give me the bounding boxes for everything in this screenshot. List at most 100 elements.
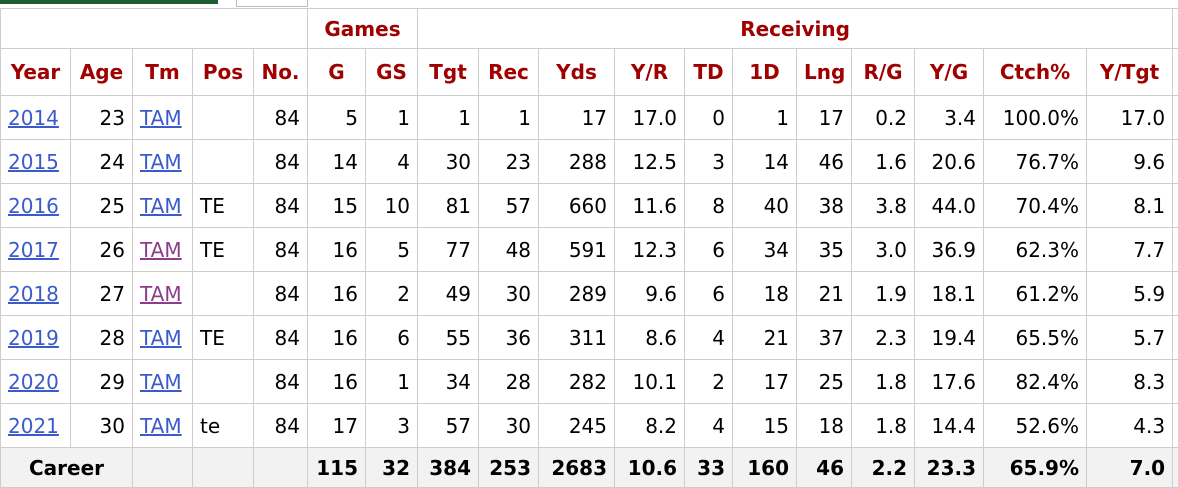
column-header: Y/G: [915, 49, 984, 96]
edge-cell: [1173, 316, 1178, 360]
cell: TAM: [133, 228, 193, 272]
cell: 17: [539, 96, 615, 140]
cell: 14: [308, 140, 366, 184]
cell: 14.4: [915, 404, 984, 448]
cell: 660: [539, 184, 615, 228]
cell: 84: [254, 316, 308, 360]
cell: 245: [539, 404, 615, 448]
edge-cell: [1173, 184, 1178, 228]
column-header: Tm: [133, 49, 193, 96]
team-link[interactable]: TAM: [140, 238, 182, 262]
cell: 57: [418, 404, 479, 448]
cell: 21: [797, 272, 852, 316]
cell: 17: [797, 96, 852, 140]
cell: 30: [479, 404, 539, 448]
cell: [193, 140, 254, 184]
cell: 1: [418, 96, 479, 140]
cell: 30: [479, 272, 539, 316]
cell: 28: [71, 316, 133, 360]
year-link[interactable]: 2014: [8, 106, 59, 130]
team-link[interactable]: TAM: [140, 282, 182, 306]
cell: 84: [254, 96, 308, 140]
cell: 1: [733, 96, 797, 140]
cell: 17.0: [615, 96, 685, 140]
cell: 5.7: [1087, 316, 1173, 360]
column-header: Pos: [193, 49, 254, 96]
year-link[interactable]: 2015: [8, 150, 59, 174]
cell: 6: [366, 316, 418, 360]
cell: 38: [797, 184, 852, 228]
year-link[interactable]: 2019: [8, 326, 59, 350]
cell: 25: [797, 360, 852, 404]
team-link[interactable]: TAM: [140, 326, 182, 350]
cell: 2014: [1, 96, 71, 140]
column-header: Yds: [539, 49, 615, 96]
cell: 84: [254, 360, 308, 404]
column-header: 1D: [733, 49, 797, 96]
career-cell: 65.9%: [984, 448, 1087, 488]
cell: 2020: [1, 360, 71, 404]
year-link[interactable]: 2017: [8, 238, 59, 262]
career-cell: 32: [366, 448, 418, 488]
column-header: No.: [254, 49, 308, 96]
team-link[interactable]: TAM: [140, 106, 182, 130]
cell: 81: [418, 184, 479, 228]
cell: 311: [539, 316, 615, 360]
cell: 4.3: [1087, 404, 1173, 448]
edge-cell: [1173, 448, 1178, 488]
cell: TAM: [133, 360, 193, 404]
cell: 5: [366, 228, 418, 272]
cell: 17.6: [915, 360, 984, 404]
cell: 8.1: [1087, 184, 1173, 228]
column-header: TD: [685, 49, 733, 96]
career-cell: 10.6: [615, 448, 685, 488]
career-cell: 2.2: [852, 448, 915, 488]
cell: 4: [685, 316, 733, 360]
cell: 17.0: [1087, 96, 1173, 140]
team-link[interactable]: TAM: [140, 414, 182, 438]
team-link[interactable]: TAM: [140, 150, 182, 174]
career-cell: 33: [685, 448, 733, 488]
column-header: Age: [71, 49, 133, 96]
cell: 5: [308, 96, 366, 140]
cell: 2015: [1, 140, 71, 184]
cell: [193, 360, 254, 404]
cell: 8: [685, 184, 733, 228]
cell: 25: [71, 184, 133, 228]
team-link[interactable]: TAM: [140, 194, 182, 218]
year-link[interactable]: 2016: [8, 194, 59, 218]
year-link[interactable]: 2021: [8, 414, 59, 438]
cell: 16: [308, 316, 366, 360]
cell: TAM: [133, 316, 193, 360]
cell: TE: [193, 184, 254, 228]
cell: 2: [366, 272, 418, 316]
tab[interactable]: [236, 0, 308, 7]
career-label: Career: [1, 448, 133, 488]
cell: TAM: [133, 404, 193, 448]
cell: 23: [71, 96, 133, 140]
cell: 40: [733, 184, 797, 228]
cell: 8.6: [615, 316, 685, 360]
cell: 9.6: [1087, 140, 1173, 184]
cell: TE: [193, 228, 254, 272]
cell: 288: [539, 140, 615, 184]
tab-active[interactable]: [0, 0, 218, 4]
cell: 3.0: [852, 228, 915, 272]
year-link[interactable]: 2018: [8, 282, 59, 306]
year-link[interactable]: 2020: [8, 370, 59, 394]
cell: 6: [685, 228, 733, 272]
cell: [193, 272, 254, 316]
cell: 5.9: [1087, 272, 1173, 316]
cell: 18.1: [915, 272, 984, 316]
cell: 30: [418, 140, 479, 184]
cell: 48: [479, 228, 539, 272]
cell: 61.2%: [984, 272, 1087, 316]
team-link[interactable]: TAM: [140, 370, 182, 394]
column-header: R/G: [852, 49, 915, 96]
cell: 44.0: [915, 184, 984, 228]
